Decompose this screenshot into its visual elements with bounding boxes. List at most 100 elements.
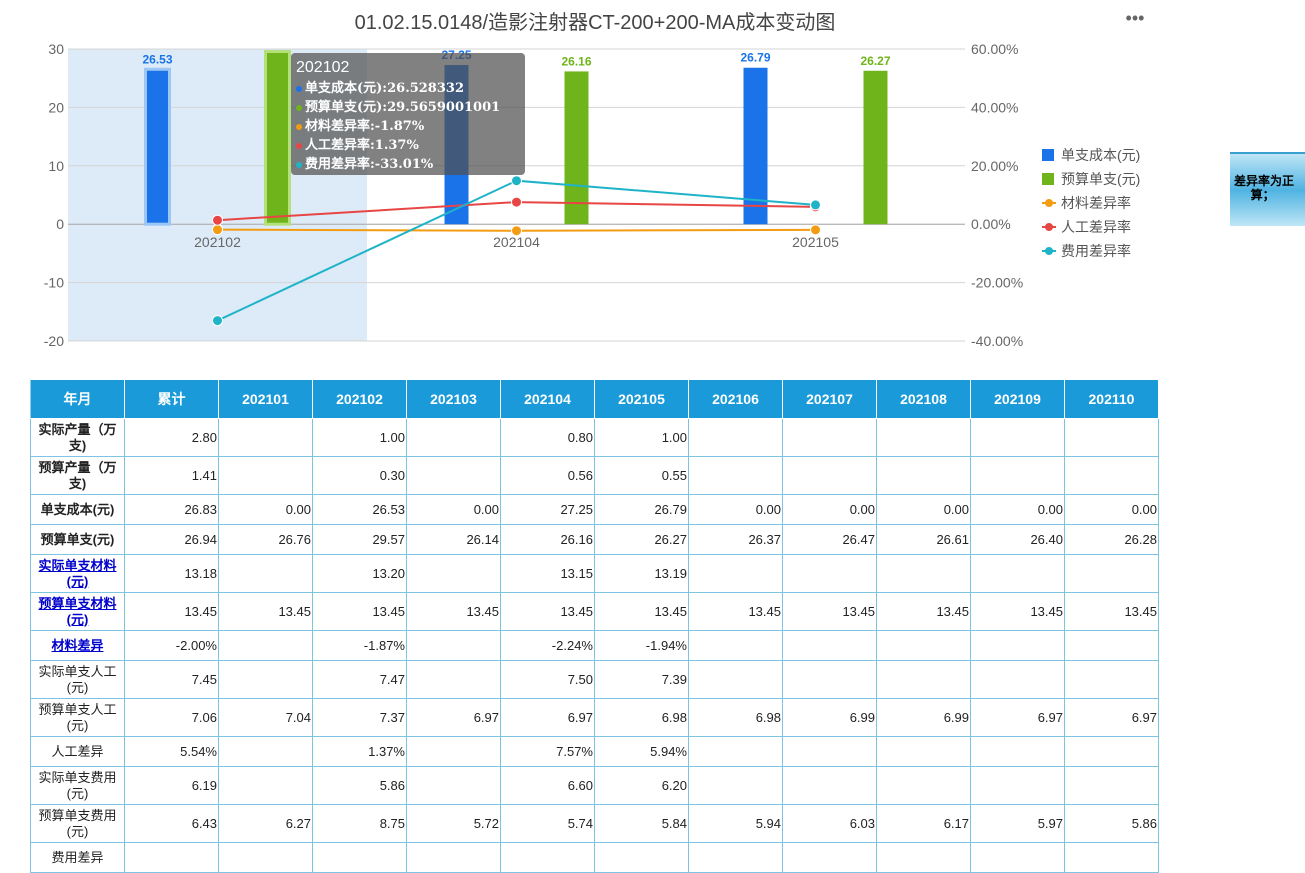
table-row: 单支成本(元) 26.83 0.00 26.53 0.00 27.25 26.79 0.00 0… xyxy=(30,494,1159,525)
table-cell xyxy=(970,456,1065,495)
table-cell xyxy=(218,842,313,873)
more-dots-icon[interactable]: ••• xyxy=(1125,8,1145,28)
table-cell: 13.45 xyxy=(876,592,971,631)
table-cell xyxy=(876,630,971,661)
table-cell xyxy=(218,456,313,495)
table-cell: 7.04 xyxy=(218,698,313,737)
y-right-tick-label: 20.00% xyxy=(971,158,1018,174)
row-label[interactable]: 材料差异 xyxy=(30,630,125,661)
bar xyxy=(564,71,589,225)
table-cell xyxy=(782,418,877,457)
table-cell xyxy=(688,842,783,873)
table-cell xyxy=(876,736,971,767)
tooltip-dot xyxy=(296,123,302,130)
table-cell: 26.47 xyxy=(782,524,877,555)
legend-item[interactable]: 单支成本(元) xyxy=(1042,144,1140,168)
table-cell xyxy=(1064,456,1159,495)
tooltip-text: 费用差异率:-33.01% xyxy=(305,157,434,172)
table-cell xyxy=(782,660,877,699)
row-label[interactable]: 实际单支材料(元) xyxy=(30,554,125,593)
table-cell: 26.61 xyxy=(876,524,971,555)
table-cell: 13.45 xyxy=(406,592,501,631)
table-cell xyxy=(782,630,877,661)
table-cell: 6.97 xyxy=(1064,698,1159,737)
tooltip-dot xyxy=(296,85,302,92)
table-cell: 6.97 xyxy=(500,698,595,737)
table-row: 预算单支人工(元) 7.06 7.04 7.37 6.97 6.97 6.98 6.98 6.9… xyxy=(30,698,1159,737)
table-cell: -1.87% xyxy=(312,630,407,661)
table-cell xyxy=(688,554,783,593)
table-cell: 13.45 xyxy=(1064,592,1159,631)
table-cell: 6.97 xyxy=(970,698,1065,737)
table-cell: 5.86 xyxy=(312,766,407,805)
table-cell xyxy=(970,660,1065,699)
table-cell: 5.84 xyxy=(594,804,689,843)
table-cell: 26.79 xyxy=(594,494,689,525)
row-label: 预算单支费用(元) xyxy=(30,804,125,843)
tooltip-dot xyxy=(296,161,302,168)
table-cell: 6.17 xyxy=(876,804,971,843)
table-cell xyxy=(406,418,501,457)
tooltip-text: 材料差异率:-1.87% xyxy=(305,119,425,134)
table-cell xyxy=(782,456,877,495)
table-cell: 26.16 xyxy=(500,524,595,555)
table-cell xyxy=(1064,630,1159,661)
table-cell: 26.28 xyxy=(1064,524,1159,555)
y-right-tick-label: -40.00% xyxy=(971,333,1023,349)
series-point xyxy=(810,224,821,236)
table-cell xyxy=(688,630,783,661)
row-label: 预算单支人工(元) xyxy=(30,698,125,737)
table-cell: 6.19 xyxy=(124,766,219,805)
table-cell xyxy=(406,630,501,661)
table-cell: 7.37 xyxy=(312,698,407,737)
chart-title: 01.02.15.0148/造影注射器CT-200+200-MA成本变动图 xyxy=(355,11,836,34)
table-row: 预算单支材料(元) 13.45 13.45 13.45 13.45 13.45 13.45 1… xyxy=(30,592,1159,631)
tooltip-text: 预算单支(元):29.5659001001 xyxy=(305,100,501,115)
table-cell xyxy=(688,736,783,767)
legend-item[interactable]: 预算单支(元) xyxy=(1042,168,1140,192)
table-cell: 5.74 xyxy=(500,804,595,843)
legend-label: 人工差异率 xyxy=(1061,219,1131,235)
table-cell xyxy=(1064,766,1159,805)
chart-legend: 单支成本(元) 预算单支(元) 材料差异率人工差异率费用差异率 xyxy=(1042,144,1140,264)
row-label: 预算单支(元) xyxy=(30,524,125,555)
legend-item[interactable]: 人工差异率 xyxy=(1042,216,1140,240)
series-point xyxy=(212,214,223,226)
table-cell: 13.15 xyxy=(500,554,595,593)
row-label: 实际单支人工(元) xyxy=(30,660,125,699)
legend-swatch xyxy=(1042,245,1056,257)
table-cell: 6.43 xyxy=(124,804,219,843)
side-note-panel: 差异率为正 算； xyxy=(1230,152,1305,226)
table-cell xyxy=(688,456,783,495)
tooltip-text: 人工差异率:1.37% xyxy=(305,138,419,153)
table-cell: 2.80 xyxy=(124,418,219,457)
table-cell xyxy=(406,842,501,873)
table-row: 实际单支材料(元) 13.18 13.20 13.15 13.19 xyxy=(30,554,1159,593)
legend-item[interactable]: 费用差异率 xyxy=(1042,240,1140,264)
table-cell xyxy=(1064,660,1159,699)
table-cell: 6.20 xyxy=(594,766,689,805)
table-cell xyxy=(1064,554,1159,593)
table-cell: 6.98 xyxy=(688,698,783,737)
table-header-cell: 202110 xyxy=(1064,379,1159,419)
series-point xyxy=(511,225,522,237)
table-cell xyxy=(124,842,219,873)
row-label: 人工差异 xyxy=(30,736,125,767)
table-cell xyxy=(312,842,407,873)
table-row: 人工差异 5.54% 1.37% 7.57% 5.94% xyxy=(30,736,1159,767)
table-cell: 1.37% xyxy=(312,736,407,767)
row-label: 单支成本(元) xyxy=(30,494,125,525)
table-header-cell: 202109 xyxy=(970,379,1065,419)
row-label[interactable]: 预算单支材料(元) xyxy=(30,592,125,631)
table-cell xyxy=(688,418,783,457)
table-cell: 0.55 xyxy=(594,456,689,495)
table-cell xyxy=(876,660,971,699)
table-cell: 5.94% xyxy=(594,736,689,767)
legend-swatch xyxy=(1042,148,1054,161)
table-header-cell: 202101 xyxy=(218,379,313,419)
legend-item[interactable]: 材料差异率 xyxy=(1042,192,1140,216)
table-cell: 13.45 xyxy=(782,592,877,631)
legend-swatch xyxy=(1042,197,1056,209)
bar xyxy=(264,50,291,226)
series-point xyxy=(511,175,522,187)
